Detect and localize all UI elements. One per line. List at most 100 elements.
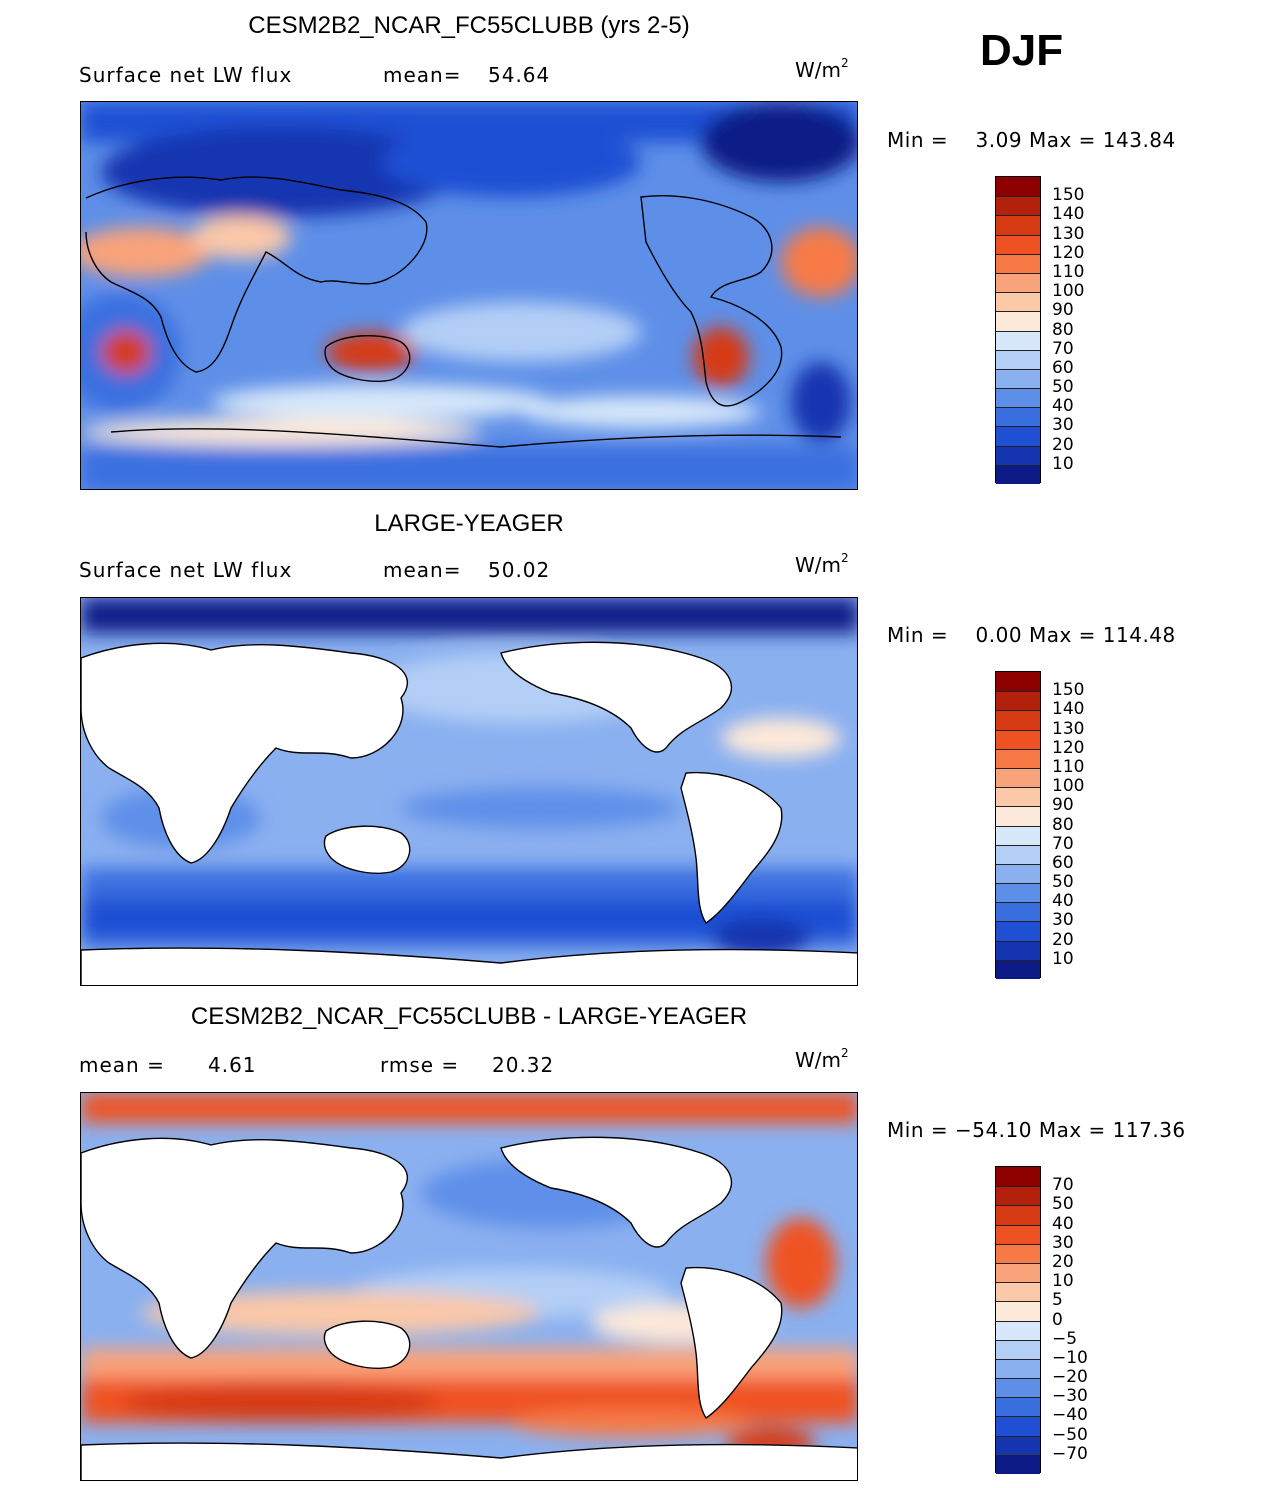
colorbar-label: 10 xyxy=(1052,453,1074,474)
colorbar-swatch xyxy=(996,767,1040,788)
panel-obs-mean-value: 50.02 xyxy=(488,558,551,582)
colorbar-label: −5 xyxy=(1052,1328,1078,1349)
colorbar-label: 130 xyxy=(1052,223,1085,244)
colorbar-swatch xyxy=(996,902,1040,922)
colorbar-swatch xyxy=(996,292,1040,312)
obs-map-field xyxy=(81,598,857,985)
colorbar-swatch xyxy=(996,1454,1040,1474)
colorbar-swatch xyxy=(996,863,1040,884)
panel-obs-mean-label: mean= xyxy=(383,558,462,582)
colorbar-swatch xyxy=(996,729,1040,749)
colorbar-swatch xyxy=(996,1339,1040,1359)
panel-diff-map xyxy=(80,1092,858,1481)
colorbar-label: 80 xyxy=(1052,319,1074,340)
colorbar-swatch xyxy=(996,1262,1040,1283)
panel-model-minmax: Min = 3.09 Max = 143.84 xyxy=(887,128,1176,152)
colorbar-label: 70 xyxy=(1052,1175,1074,1196)
panel-model-title: CESM2B2_NCAR_FC55CLUBB (yrs 2-5) xyxy=(248,12,690,39)
colorbar-swatch xyxy=(996,388,1040,408)
colorbar-label: 50 xyxy=(1052,1194,1074,1215)
colorbar-label: 90 xyxy=(1052,300,1074,321)
panel-diff-mean-label: mean = xyxy=(79,1053,165,1077)
colorbar-label: 100 xyxy=(1052,776,1085,797)
panel-diff-minmax: Min = −54.10 Max = 117.36 xyxy=(887,1118,1186,1142)
colorbar-swatch xyxy=(996,407,1040,427)
colorbar-swatch xyxy=(996,691,1040,711)
colorbar-label: 80 xyxy=(1052,814,1074,835)
colorbar-swatch xyxy=(996,368,1040,389)
panel-obs-variable: Surface net LW flux xyxy=(79,558,293,582)
panel-diff-rmse-label: rmse = xyxy=(380,1053,460,1077)
colorbar-label: 30 xyxy=(1052,415,1074,436)
colorbar-label: −20 xyxy=(1052,1367,1088,1388)
panel-diff-units: W/m2 xyxy=(795,1046,849,1072)
colorbar-swatch xyxy=(996,177,1040,197)
colorbar-swatch xyxy=(996,1186,1040,1206)
colorbar-swatch xyxy=(996,196,1040,216)
colorbar-label: 5 xyxy=(1052,1290,1063,1311)
colorbar-label: 120 xyxy=(1052,242,1085,263)
panel-model-map xyxy=(80,101,858,490)
colorbar-swatch xyxy=(996,1167,1040,1187)
panel-obs-units: W/m2 xyxy=(795,551,849,577)
model-map-field xyxy=(81,102,857,489)
colorbar-swatch xyxy=(996,215,1040,235)
colorbar-label: 40 xyxy=(1052,891,1074,912)
colorbar-swatch xyxy=(996,272,1040,293)
colorbar-swatch xyxy=(996,921,1040,941)
colorbar-label: 20 xyxy=(1052,929,1074,950)
colorbar-label: −30 xyxy=(1052,1386,1088,1407)
colorbar-swatch xyxy=(996,672,1040,692)
colorbar-label: 0 xyxy=(1052,1309,1063,1330)
colorbar-swatch xyxy=(996,253,1040,273)
colorbar-swatch xyxy=(996,1320,1040,1340)
colorbar-label: 110 xyxy=(1052,261,1085,282)
panel-obs-colorbar xyxy=(995,671,1041,979)
colorbar-swatch xyxy=(996,1378,1040,1398)
colorbar-label: 140 xyxy=(1052,699,1085,720)
colorbar-label: 20 xyxy=(1052,1251,1074,1272)
panel-diff-title: CESM2B2_NCAR_FC55CLUBB - LARGE-YEAGER xyxy=(190,1003,748,1030)
colorbar-swatch xyxy=(996,959,1040,979)
colorbar-label: 50 xyxy=(1052,377,1074,398)
panel-obs-title: LARGE-YEAGER xyxy=(374,510,564,537)
panel-obs-minmax: Min = 0.00 Max = 114.48 xyxy=(887,623,1176,647)
colorbar-swatch xyxy=(996,1358,1040,1379)
panel-diff-colorbar xyxy=(995,1166,1041,1474)
colorbar-label: 30 xyxy=(1052,910,1074,931)
colorbar-swatch xyxy=(996,330,1040,350)
colorbar-swatch xyxy=(996,349,1040,369)
colorbar-label: 10 xyxy=(1052,948,1074,969)
colorbar-label: −50 xyxy=(1052,1424,1088,1445)
panel-model-colorbar xyxy=(995,176,1041,484)
colorbar-swatch xyxy=(996,806,1040,826)
colorbar-swatch xyxy=(996,883,1040,903)
colorbar-label: 20 xyxy=(1052,434,1074,455)
panel-model-variable: Surface net LW flux xyxy=(79,63,293,87)
colorbar-swatch xyxy=(996,748,1040,768)
colorbar-swatch xyxy=(996,1435,1040,1455)
colorbar-label: 30 xyxy=(1052,1232,1074,1253)
colorbar-label: 100 xyxy=(1052,281,1085,302)
colorbar-swatch xyxy=(996,1397,1040,1417)
colorbar-swatch xyxy=(996,1301,1040,1321)
colorbar-swatch xyxy=(996,1243,1040,1263)
colorbar-label: 70 xyxy=(1052,338,1074,359)
panel-model-units: W/m2 xyxy=(795,56,849,82)
panel-obs-map xyxy=(80,597,858,986)
colorbar-swatch xyxy=(996,1205,1040,1225)
panel-diff-rmse-value: 20.32 xyxy=(492,1053,555,1077)
diff-map-field xyxy=(81,1093,857,1480)
colorbar-label: 60 xyxy=(1052,852,1074,873)
colorbar-swatch xyxy=(996,1416,1040,1436)
colorbar-label: 110 xyxy=(1052,756,1085,777)
colorbar-label: 60 xyxy=(1052,357,1074,378)
colorbar-swatch xyxy=(996,464,1040,484)
colorbar-swatch xyxy=(996,311,1040,331)
colorbar-swatch xyxy=(996,1224,1040,1244)
panel-diff-mean-value: 4.61 xyxy=(208,1053,257,1077)
colorbar-label: 40 xyxy=(1052,396,1074,417)
colorbar-label: 90 xyxy=(1052,795,1074,816)
colorbar-label: 130 xyxy=(1052,718,1085,739)
season-label: DJF xyxy=(980,26,1064,75)
